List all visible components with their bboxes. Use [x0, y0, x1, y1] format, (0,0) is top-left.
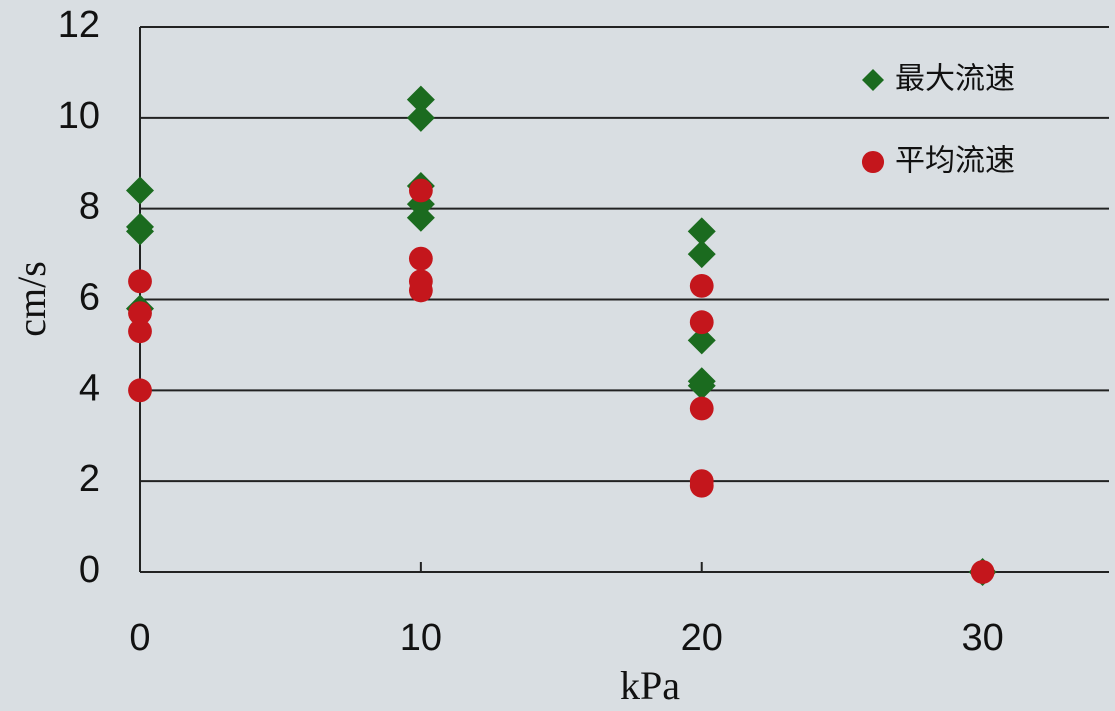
y-tick-label: 2	[79, 458, 100, 500]
marker-circle	[128, 269, 152, 293]
marker-circle	[409, 279, 433, 303]
marker-circle	[690, 397, 714, 421]
legend-label: 最大流速	[895, 62, 1015, 97]
marker-circle	[971, 560, 995, 584]
marker-circle	[690, 310, 714, 334]
marker-circle	[128, 378, 152, 402]
legend-label: 平均流速	[895, 144, 1015, 179]
x-axis-label: kPa	[620, 663, 680, 708]
marker-diamond	[688, 240, 716, 268]
y-tick-label: 12	[58, 4, 100, 46]
legend-marker	[862, 69, 884, 91]
y-tick-label: 0	[79, 549, 100, 591]
marker-diamond	[126, 217, 154, 245]
y-tick-label: 8	[79, 186, 100, 228]
y-tick-label: 10	[58, 95, 100, 137]
marker-circle	[128, 319, 152, 343]
chart: cm/s kPa 0 2 4 6 8 10 12 0 10 20 30 最大流速平均流速	[0, 0, 1115, 711]
marker-diamond	[407, 104, 435, 132]
marker-diamond	[688, 372, 716, 400]
x-tick-label: 30	[961, 617, 1003, 659]
marker-circle	[409, 179, 433, 203]
y-tick-label: 4	[79, 367, 100, 409]
x-tick-label: 20	[681, 617, 723, 659]
marker-circle	[690, 274, 714, 298]
marker-circle	[690, 474, 714, 498]
y-tick-label: 6	[79, 277, 100, 319]
x-tick-label: 0	[129, 617, 150, 659]
legend-marker	[862, 151, 884, 173]
y-axis-label: cm/s	[9, 261, 54, 337]
marker-diamond	[126, 177, 154, 205]
marker-circle	[409, 247, 433, 271]
x-tick-label: 10	[400, 617, 442, 659]
